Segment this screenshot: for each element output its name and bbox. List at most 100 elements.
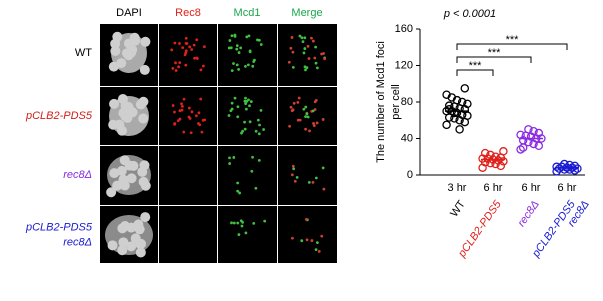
cell-spot <box>244 231 248 235</box>
cell-spot <box>244 96 247 100</box>
data-point <box>524 125 533 134</box>
cell-spot <box>236 115 240 119</box>
cell-spot <box>296 118 300 122</box>
cell-spot <box>252 221 256 225</box>
cell-spot <box>243 127 247 131</box>
cell-spot <box>194 114 198 118</box>
cell-spot <box>297 96 301 100</box>
y-tick-label: 0 <box>407 169 413 181</box>
cell-spot <box>230 107 234 111</box>
cell-spot <box>263 219 267 223</box>
cell-spot <box>199 68 203 72</box>
data-point <box>529 126 538 136</box>
cell-spot <box>314 248 318 252</box>
cell-spot <box>302 51 306 55</box>
cell-spot <box>317 249 321 253</box>
cell-spot <box>254 129 258 133</box>
x-tick-label: 3 hr <box>448 182 467 194</box>
cell-spot <box>233 33 237 37</box>
cell-spot <box>248 120 252 124</box>
cell-spot <box>312 124 316 127</box>
data-point <box>460 84 470 93</box>
cell-spot <box>180 102 183 106</box>
significance-label: *** <box>469 60 483 72</box>
cell-spot <box>200 130 204 134</box>
cell-spot <box>291 108 295 112</box>
x-tick-label: 6 hr <box>522 182 541 194</box>
cell-spot <box>140 36 151 47</box>
y-tick-label: 80 <box>401 96 413 108</box>
cell-spot <box>184 49 188 53</box>
y-tick-label: 40 <box>401 132 413 144</box>
cell-spot <box>181 46 185 50</box>
data-point <box>442 120 451 130</box>
data-point <box>491 152 500 161</box>
data-point <box>518 143 528 152</box>
chart-title: p < 0.0001 <box>443 8 496 20</box>
cell-spot <box>138 176 149 187</box>
cell-spot <box>253 58 256 62</box>
cell-spot <box>300 239 304 243</box>
cell-spot <box>201 64 205 68</box>
cell-spot <box>202 45 206 49</box>
cell-spot <box>246 63 250 67</box>
cell-spot <box>288 124 292 128</box>
cell-spot <box>304 105 308 109</box>
data-point <box>442 90 451 99</box>
x-tick-label: 6 hr <box>484 182 503 194</box>
cell-spot <box>248 50 252 54</box>
data-point <box>552 162 561 172</box>
y-tick-label: 120 <box>395 59 413 71</box>
cell-spot <box>311 39 315 43</box>
cell-spot <box>230 34 234 38</box>
cell-spot <box>228 162 232 165</box>
cell-spot <box>291 65 295 69</box>
cell-spot <box>295 175 299 179</box>
cell-spot <box>128 160 139 171</box>
cell-spot <box>233 96 237 100</box>
cell-spot <box>182 97 186 101</box>
cell-spot <box>314 45 317 49</box>
cell-spot <box>291 236 294 240</box>
cell-spot <box>251 155 254 159</box>
cell-spot <box>227 46 231 50</box>
y-tick-label: 160 <box>395 23 413 35</box>
cell-spot <box>315 241 319 245</box>
cell-spot <box>296 100 300 104</box>
cell-spot <box>228 39 232 42</box>
data-point <box>444 101 454 110</box>
cell-spot <box>235 47 239 51</box>
cell-spot <box>240 224 244 228</box>
cell-spot <box>126 47 137 58</box>
cell-spot <box>232 156 236 159</box>
cell-spot <box>122 112 133 123</box>
cell-spot <box>236 221 240 225</box>
cell-spot <box>230 221 233 225</box>
cell-spot <box>180 108 184 112</box>
cell-spot <box>117 245 128 256</box>
cell-spot <box>173 110 176 114</box>
cell-spot <box>236 105 240 109</box>
cell-spot <box>310 36 313 40</box>
cell-spot <box>315 121 319 125</box>
cell-spot <box>171 104 175 107</box>
cell-spot <box>199 97 203 101</box>
significance-label: *** <box>506 34 520 46</box>
cell-spot <box>303 36 307 40</box>
cell-spot <box>304 115 307 118</box>
y-axis-label: The number of Mcd1 foci <box>375 41 387 163</box>
cell-spot <box>313 56 317 60</box>
cell-spot <box>238 191 242 195</box>
cell-spot <box>310 239 314 242</box>
cell-spot <box>229 46 233 50</box>
cell-spot <box>303 65 307 69</box>
row-label: pCLB2-PDS5 <box>25 110 93 122</box>
data-point <box>455 125 464 134</box>
cell-spot <box>304 127 307 131</box>
cell-spot <box>188 45 192 49</box>
data-point <box>463 99 472 109</box>
cell-spot <box>120 101 131 112</box>
cell-spot <box>187 106 191 110</box>
cell-spot <box>107 240 118 251</box>
